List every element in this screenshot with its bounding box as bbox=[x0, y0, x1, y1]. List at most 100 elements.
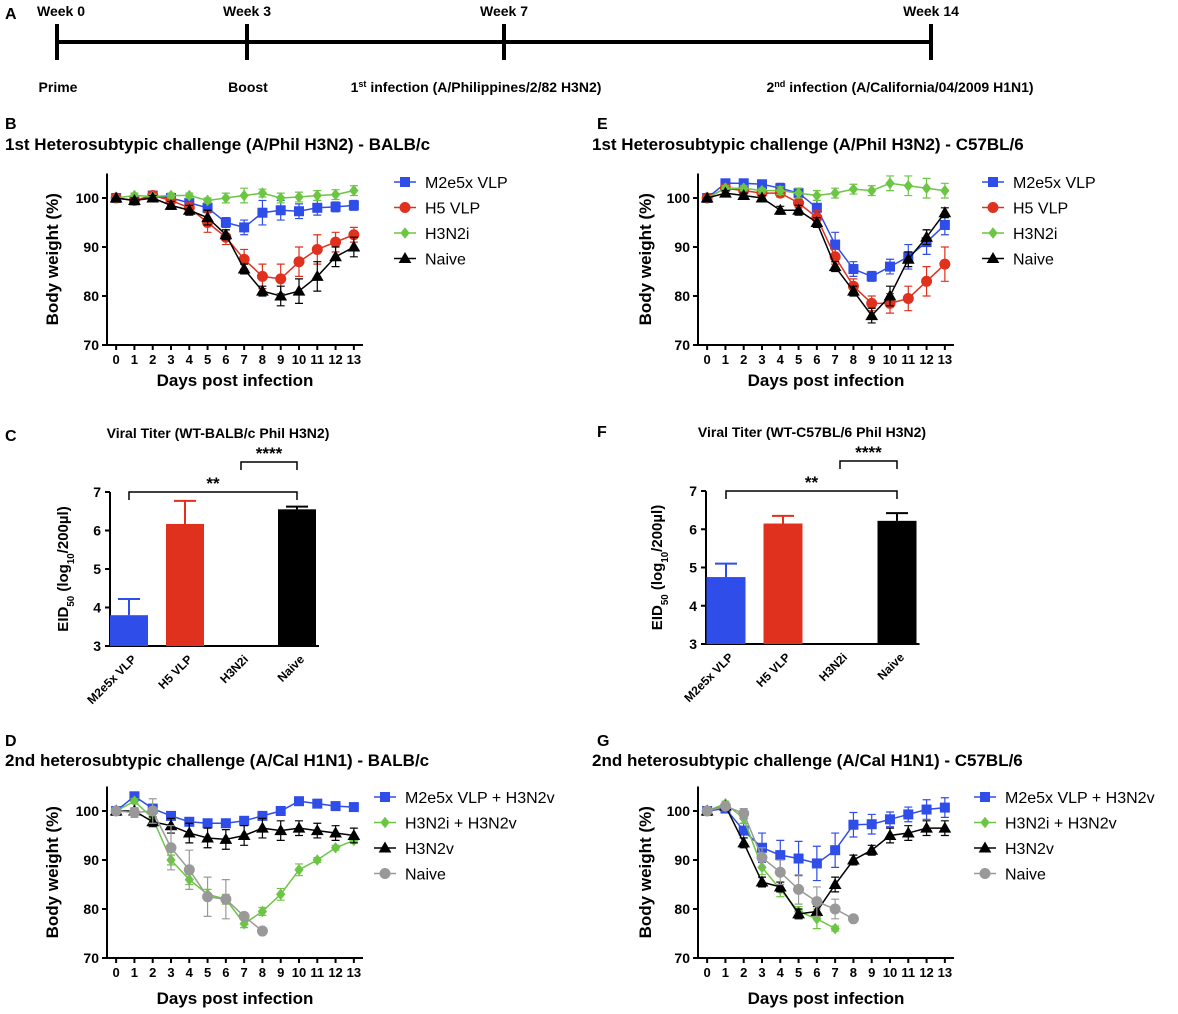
marker bbox=[848, 819, 859, 830]
text-part: 10 bbox=[66, 553, 77, 564]
marker bbox=[347, 829, 361, 840]
y-tick-label: 5 bbox=[689, 560, 697, 576]
y-tick-label: 90 bbox=[674, 852, 690, 868]
x-tick-label: H5 VLP bbox=[754, 650, 794, 690]
marker bbox=[828, 878, 842, 889]
x-tick-label: 11 bbox=[310, 965, 324, 980]
text-part: 50 bbox=[660, 594, 671, 605]
x-tick-label: 10 bbox=[883, 965, 897, 980]
event-label: Prime bbox=[39, 79, 78, 95]
x-tick-label: 3 bbox=[167, 965, 174, 980]
x-tick-label: 7 bbox=[241, 965, 248, 980]
marker bbox=[274, 824, 288, 836]
x-tick-label: H3N2i bbox=[217, 652, 251, 686]
text-part: 1 bbox=[351, 79, 359, 95]
x-tick-label: 0 bbox=[113, 965, 120, 980]
legend-label: Naive bbox=[1013, 252, 1054, 269]
panel-label: B bbox=[5, 116, 17, 133]
marker bbox=[293, 256, 305, 268]
marker bbox=[220, 893, 232, 905]
marker bbox=[940, 184, 950, 197]
marker bbox=[812, 189, 822, 202]
x-tick-label: 9 bbox=[277, 965, 284, 980]
legend-marker bbox=[400, 227, 410, 239]
legend-marker bbox=[398, 252, 412, 263]
error-bar bbox=[715, 562, 737, 578]
marker bbox=[848, 264, 859, 275]
marker bbox=[756, 852, 768, 864]
marker bbox=[292, 284, 306, 296]
marker bbox=[276, 888, 286, 901]
x-tick-label: M2e5x VLP bbox=[84, 652, 139, 707]
y-tick-label: 7 bbox=[689, 483, 697, 499]
marker bbox=[128, 193, 141, 205]
chart-title: 2nd heterosubtypic challenge (A/Cal H1N1… bbox=[5, 751, 429, 770]
y-tick-label: 70 bbox=[674, 337, 690, 353]
marker bbox=[202, 818, 213, 829]
marker bbox=[239, 222, 250, 233]
marker bbox=[885, 814, 895, 825]
marker bbox=[866, 271, 877, 282]
marker bbox=[865, 309, 879, 321]
x-tick-label: 11 bbox=[901, 352, 915, 367]
x-tick-label: 6 bbox=[813, 352, 820, 367]
legend-label: H3N2i + H3N2v bbox=[1005, 816, 1117, 833]
x-tick-label: 9 bbox=[868, 965, 875, 980]
x-tick-label: 12 bbox=[919, 965, 933, 980]
legend-marker bbox=[380, 792, 390, 802]
x-tick-label: 8 bbox=[850, 352, 857, 367]
marker bbox=[275, 806, 286, 816]
panel-label: F bbox=[597, 424, 607, 441]
marker bbox=[238, 910, 250, 922]
x-tick-label: 2 bbox=[149, 352, 156, 367]
marker bbox=[775, 850, 786, 861]
marker bbox=[938, 206, 952, 218]
marker bbox=[184, 189, 194, 202]
y-tick-label: 100 bbox=[667, 190, 691, 206]
marker bbox=[939, 258, 951, 270]
marker bbox=[830, 845, 841, 856]
text-part: /200µl) bbox=[55, 506, 72, 553]
y-tick-label: 4 bbox=[689, 598, 697, 614]
text-part: nd bbox=[774, 79, 785, 89]
x-tick-label: 0 bbox=[113, 352, 120, 367]
marker bbox=[793, 187, 804, 199]
x-tick-label: 7 bbox=[241, 352, 248, 367]
x-tick-label: 12 bbox=[919, 352, 933, 367]
x-tick-label: 6 bbox=[222, 352, 229, 367]
marker bbox=[939, 802, 950, 813]
marker bbox=[164, 198, 178, 210]
marker bbox=[256, 821, 269, 833]
text-part: infection (A/California/04/2009 H1N1) bbox=[785, 79, 1033, 95]
marker bbox=[237, 829, 251, 840]
x-tick-label: 13 bbox=[938, 352, 952, 367]
legend-marker bbox=[980, 792, 990, 802]
marker bbox=[109, 191, 123, 203]
marker bbox=[330, 236, 342, 248]
legend-label: H5 VLP bbox=[425, 201, 480, 218]
x-tick-label: 7 bbox=[832, 965, 839, 980]
bar bbox=[166, 523, 204, 646]
marker bbox=[866, 819, 877, 830]
marker bbox=[239, 189, 249, 202]
y-axis-label: Body weight (%) bbox=[636, 193, 655, 325]
error-bar bbox=[174, 499, 196, 524]
chart-title: 2nd heterosubtypic challenge (A/Cal H1N1… bbox=[592, 751, 1023, 770]
text-part: (log bbox=[55, 564, 72, 596]
marker bbox=[183, 864, 195, 876]
error-bar bbox=[286, 505, 308, 510]
y-tick-label: 100 bbox=[76, 803, 100, 819]
legend-marker bbox=[988, 227, 998, 239]
y-tick-label: 70 bbox=[83, 950, 99, 966]
text-part: infection (A/Philippines/2/82 H3N2) bbox=[366, 79, 601, 95]
x-tick-label: 3 bbox=[167, 352, 174, 367]
y-axis-label: Body weight (%) bbox=[636, 806, 655, 938]
marker bbox=[256, 284, 269, 296]
significance-bracket bbox=[725, 490, 898, 499]
y-tick-label: 70 bbox=[674, 950, 690, 966]
marker bbox=[202, 891, 214, 903]
x-tick-label: 6 bbox=[813, 965, 820, 980]
legend-marker bbox=[988, 177, 998, 187]
marker bbox=[885, 177, 895, 190]
